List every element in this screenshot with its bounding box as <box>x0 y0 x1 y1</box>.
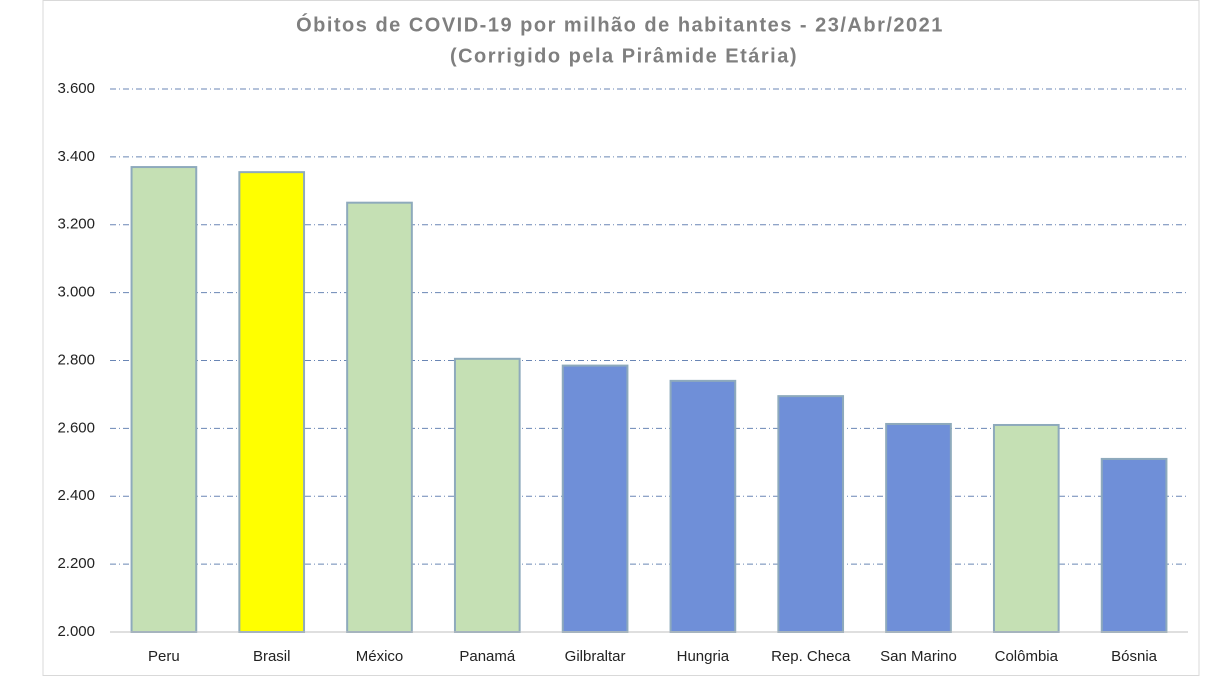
y-tick-label: 2.200 <box>57 555 95 572</box>
bar <box>238 171 306 633</box>
x-tick-label: Brasil <box>253 648 291 665</box>
x-tick-label: Bósnia <box>1111 648 1158 665</box>
chart-subtitle: (Corrigido pela Pirâmide Etária) <box>450 45 798 67</box>
y-tick-label: 3.600 <box>57 80 95 97</box>
bar <box>992 423 1060 634</box>
bar <box>346 201 413 634</box>
x-tick-label: México <box>356 648 404 665</box>
x-tick-label: San Marino <box>880 648 957 665</box>
x-tick-label: Colômbia <box>995 648 1059 665</box>
y-tick-label: 2.800 <box>57 351 95 368</box>
bar <box>777 395 845 633</box>
x-tick-label: Rep. Checa <box>771 648 851 665</box>
bar <box>130 166 198 633</box>
chart-title: Óbitos de COVID-19 por milhão de habitan… <box>296 12 944 36</box>
y-tick-label: 3.200 <box>57 216 95 233</box>
x-tick-label: Peru <box>148 648 180 665</box>
bar <box>1100 457 1168 634</box>
bar <box>885 422 952 634</box>
y-tick-label: 2.600 <box>57 419 95 436</box>
x-tick-label: Hungria <box>677 648 730 665</box>
y-tick-label: 3.400 <box>57 148 95 165</box>
bar <box>669 379 737 633</box>
bar <box>561 364 629 633</box>
y-tick-label: 3.000 <box>57 284 95 301</box>
y-tick-label: 2.400 <box>57 487 95 504</box>
bar <box>453 357 521 633</box>
y-tick-label: 2.000 <box>57 623 95 640</box>
x-tick-label: Gilbraltar <box>565 648 626 665</box>
x-tick-label: Panamá <box>459 648 516 665</box>
